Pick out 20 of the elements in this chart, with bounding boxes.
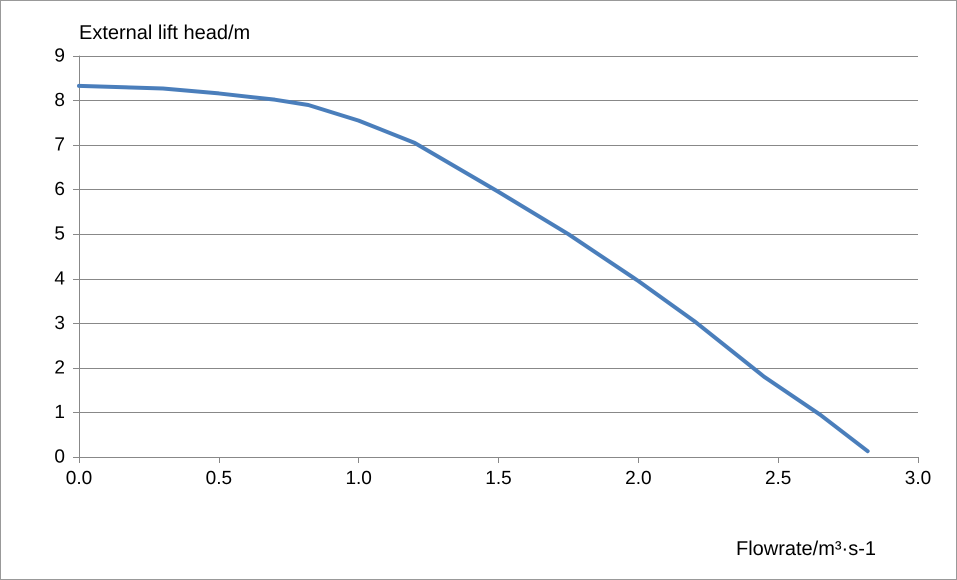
y-tick-label: 7 [54,134,65,156]
y-tick-label: 8 [54,90,65,112]
y-axis-title: External lift head/m [79,22,250,44]
x-tick-label: 0.0 [66,468,92,489]
x-tick-label: 2.5 [764,468,792,489]
y-tick-label: 6 [54,179,65,200]
x-axis-title: Flowrate/m³·s-1 [736,538,876,560]
y-tick-label: 3 [54,312,65,334]
x-tick-label: 0.5 [206,468,232,489]
line-series [77,84,870,454]
x-tick-label: 1.0 [345,468,372,489]
y-tick-label: 5 [54,224,65,245]
y-tick-label: 4 [54,268,66,290]
x-tick-label: 2.0 [625,468,652,489]
x-tick-label: 1.5 [485,468,512,489]
y-tick-label: 1 [54,402,65,423]
y-tick-label: 0 [54,446,65,468]
x-tick-label: 3.0 [904,468,932,489]
y-tick-label: 2 [54,357,65,378]
y-tick-label: 9 [54,46,65,66]
